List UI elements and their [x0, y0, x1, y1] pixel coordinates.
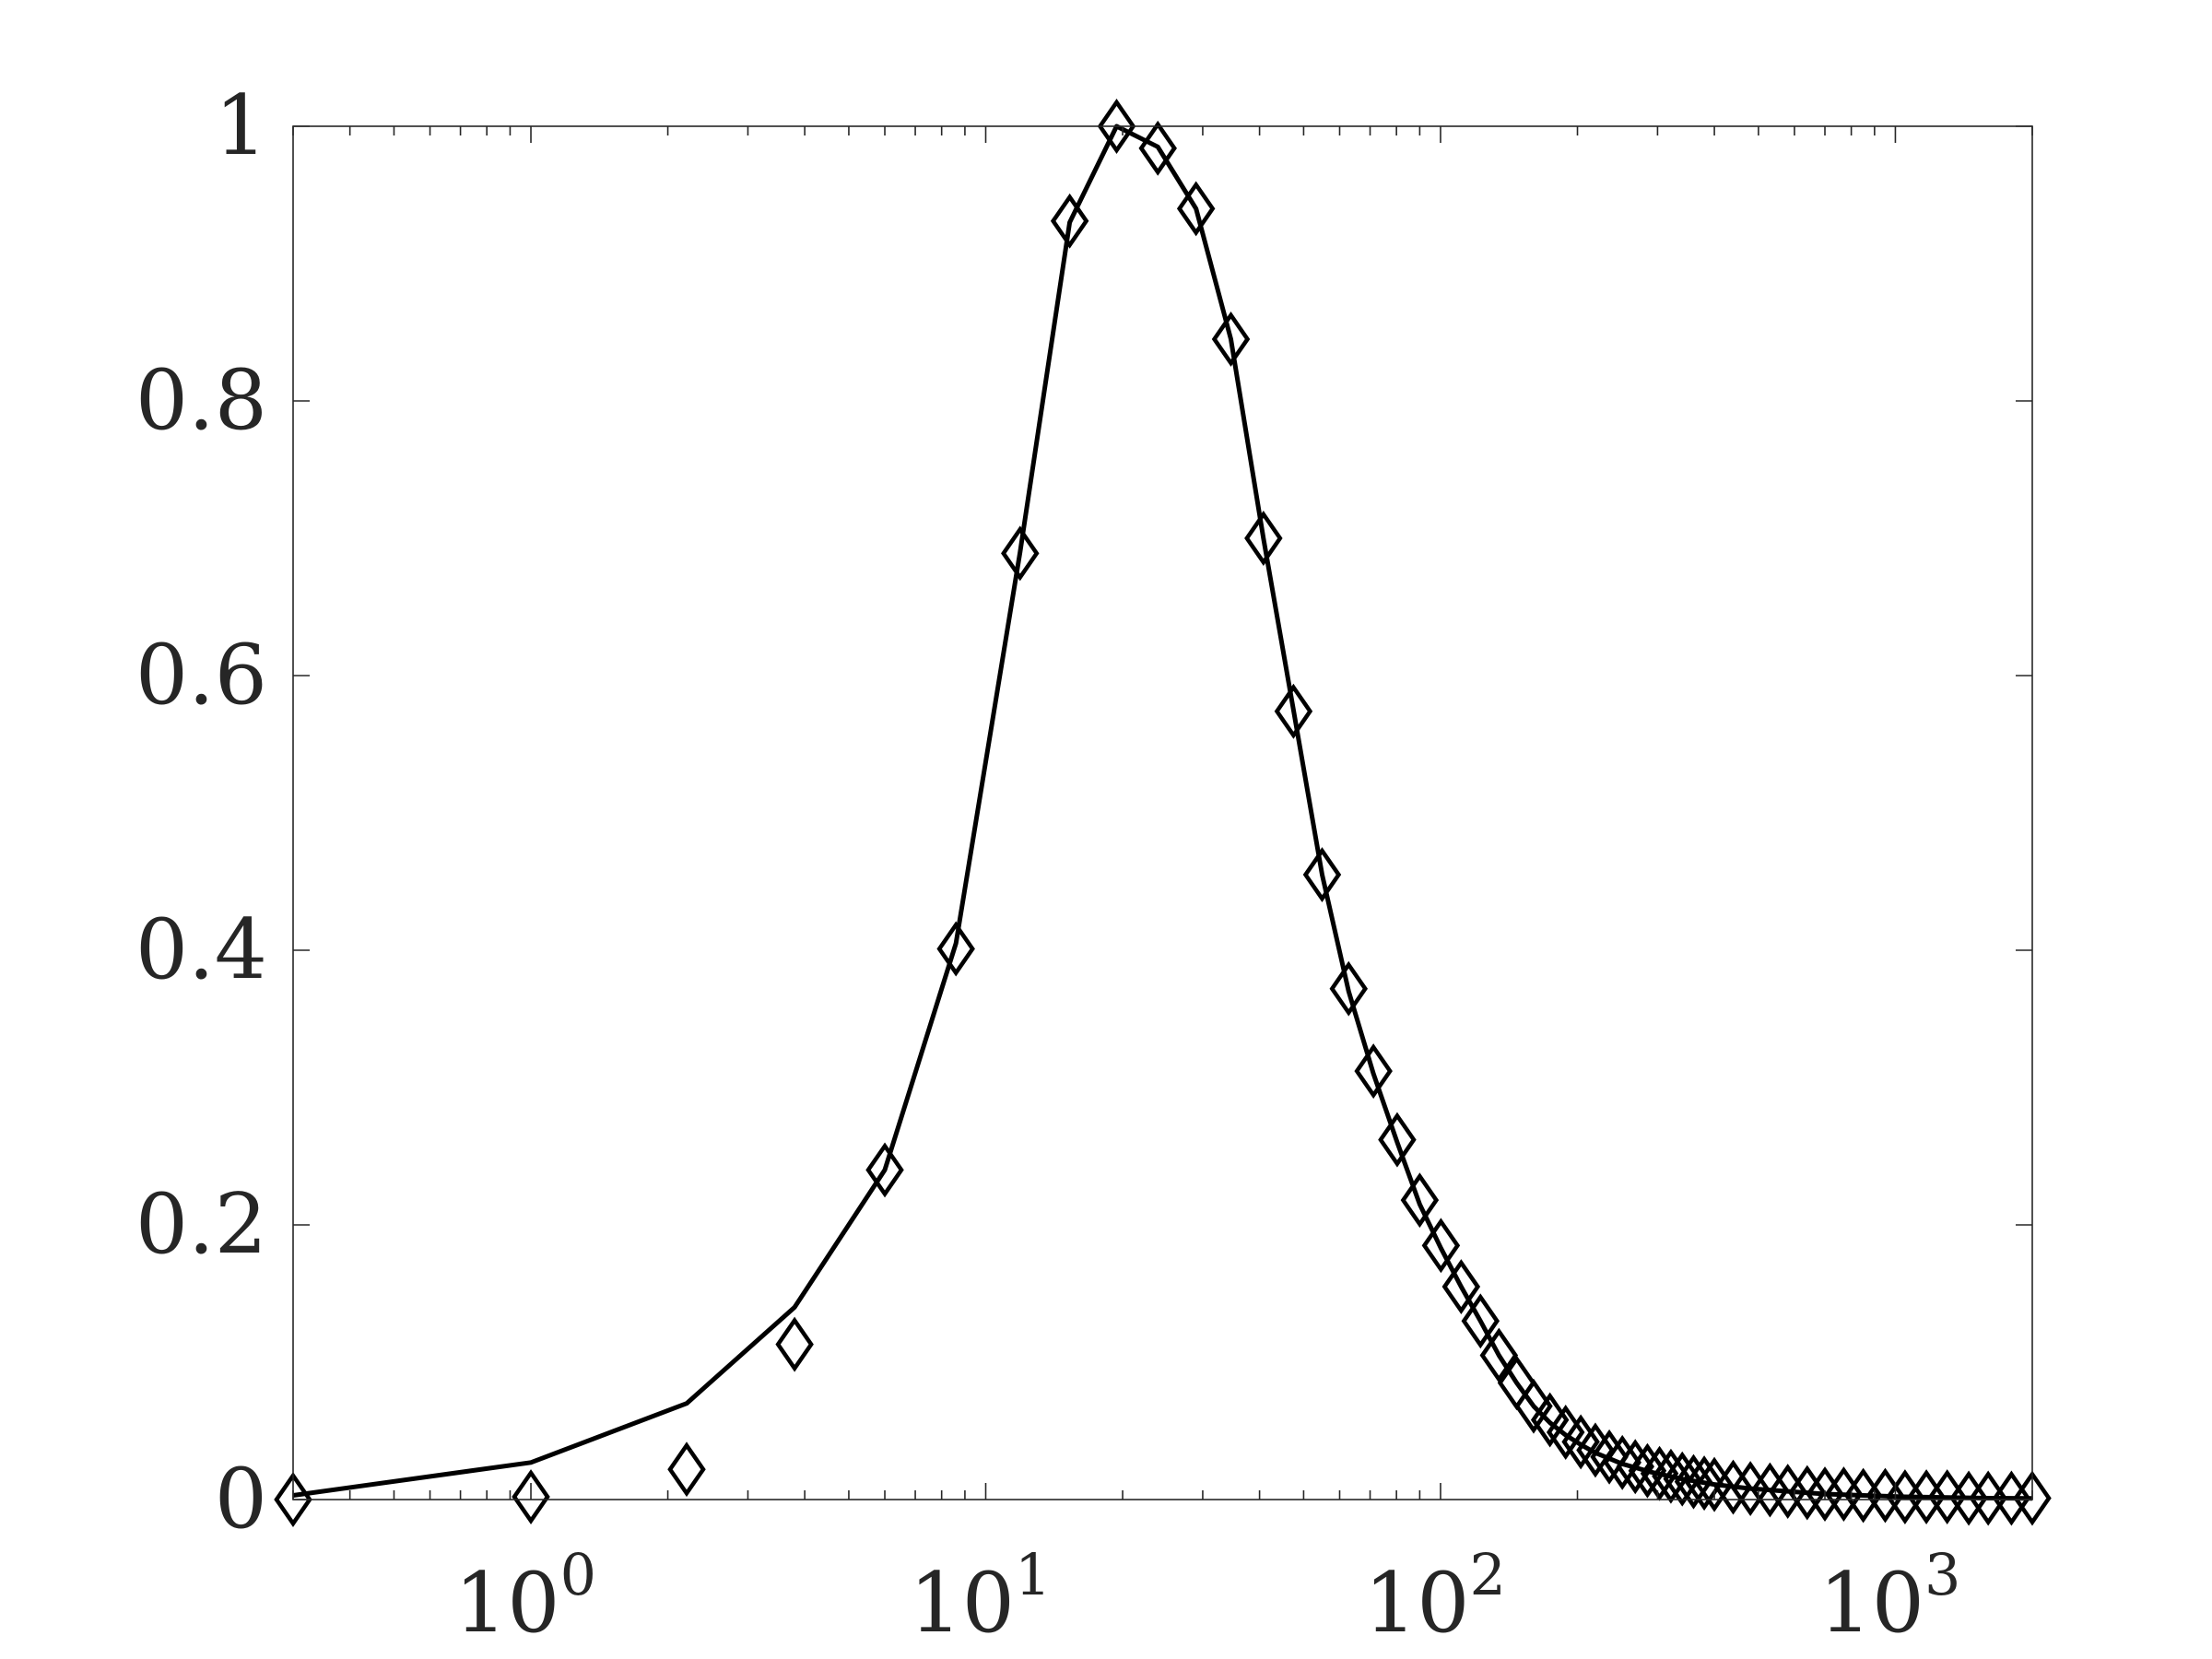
- y-tick-label: 0.8: [135, 352, 267, 449]
- y-tick-label: 0.6: [135, 627, 267, 724]
- diamond-marker: [1001, 525, 1040, 582]
- axes-box: [292, 125, 2033, 1500]
- diamond-marker: [936, 921, 975, 977]
- y-tick-label: 0.2: [135, 1176, 267, 1273]
- x-tick-exponent: 3: [1924, 1541, 1960, 1608]
- diamond-marker: [1211, 311, 1251, 367]
- diamond-marker: [1274, 683, 1313, 739]
- diamond-marker: [775, 1316, 814, 1372]
- x-tick-base: 10: [910, 1555, 1016, 1652]
- diamond-marker: [1628, 1442, 1667, 1499]
- diamond-marker: [1806, 1466, 1844, 1522]
- diamond-marker: [1750, 1462, 1790, 1518]
- plot-area: [274, 99, 2052, 1527]
- x-tick-label: 100: [454, 1541, 596, 1652]
- diamond-marker: [1400, 1172, 1440, 1229]
- diamond-marker: [1685, 1455, 1724, 1512]
- diamond-marker: [1378, 1112, 1417, 1168]
- diamond-marker: [1176, 181, 1216, 237]
- diamond-marker: [1097, 99, 1136, 154]
- x-tick-base: 10: [1364, 1555, 1470, 1652]
- y-tick-label: 1: [215, 77, 267, 174]
- diamond-marker: [865, 1142, 904, 1198]
- diamond-marker: [1713, 1459, 1753, 1515]
- x-tick-exponent: 1: [1015, 1541, 1051, 1608]
- axes: [292, 125, 2033, 1500]
- diamond-marker: [1244, 511, 1283, 566]
- x-tick-label: 102: [1364, 1541, 1506, 1652]
- x-tick-label: 101: [910, 1541, 1052, 1652]
- series-line: [292, 124, 2033, 1501]
- x-tick-exponent: 2: [1470, 1541, 1506, 1608]
- x-tick-label: 103: [1818, 1541, 1960, 1652]
- diamond-marker: [1461, 1293, 1500, 1349]
- diamond-marker: [1354, 1043, 1393, 1100]
- diamond-marker: [1640, 1445, 1679, 1501]
- diamond-marker: [1302, 847, 1342, 903]
- diamond-marker: [667, 1441, 706, 1498]
- y-tick-label: 0.4: [135, 901, 267, 998]
- diamond-marker: [1590, 1429, 1629, 1485]
- diamond-marker: [1603, 1434, 1641, 1490]
- diamond-marker: [2013, 1470, 2052, 1526]
- x-tick-exponent: 0: [560, 1541, 596, 1608]
- x-tick-base: 10: [1818, 1555, 1924, 1652]
- diamond-marker: [1138, 120, 1177, 176]
- diamond-marker: [512, 1469, 550, 1524]
- y-tick-label: 0: [215, 1451, 267, 1547]
- diamond-marker: [274, 1472, 312, 1527]
- diamond-marker: [1441, 1259, 1481, 1315]
- diamond-marker: [1514, 1378, 1553, 1434]
- diamond-marker: [1329, 960, 1369, 1017]
- diamond-marker: [1050, 193, 1089, 249]
- diamond-marker: [1616, 1439, 1654, 1495]
- x-tick-base: 10: [454, 1555, 560, 1652]
- diamond-marker: [1421, 1218, 1461, 1274]
- diamond-marker: [1949, 1470, 1988, 1526]
- diamond-marker: [1788, 1465, 1827, 1521]
- diamond-marker: [1576, 1422, 1615, 1478]
- diamond-marker: [1479, 1327, 1519, 1383]
- diamond-marker: [1663, 1451, 1701, 1507]
